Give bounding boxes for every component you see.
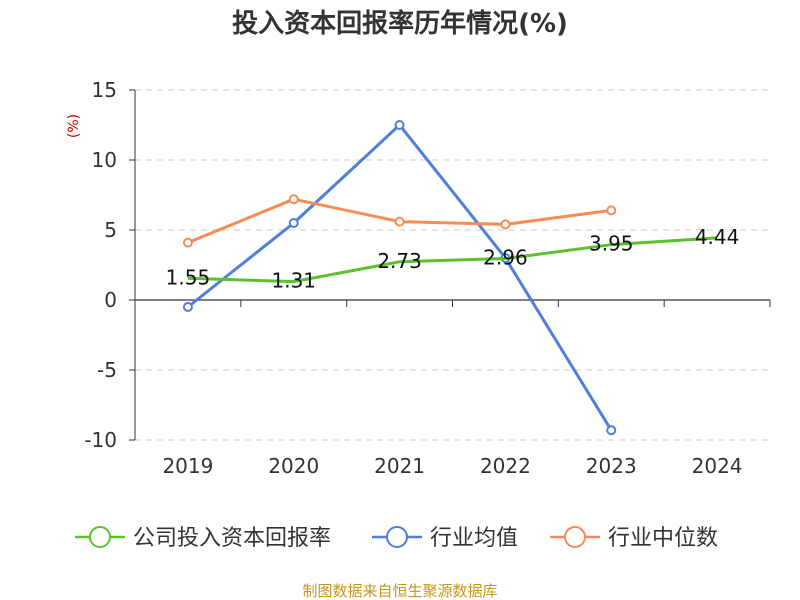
data-point bbox=[606, 425, 617, 436]
legend-marker-icon bbox=[386, 526, 408, 548]
data-point bbox=[182, 237, 193, 248]
series-line bbox=[186, 123, 613, 431]
x-tick-label: 2020 bbox=[268, 454, 319, 478]
legend-marker-icon bbox=[564, 526, 586, 548]
data-label: 3.95 bbox=[589, 232, 634, 256]
data-label: 2.73 bbox=[377, 249, 422, 273]
y-tick-label: 15 bbox=[92, 78, 117, 102]
x-tick-label: 2022 bbox=[480, 454, 531, 478]
data-point bbox=[182, 302, 193, 312]
source-note: 制图数据来自恒生聚源数据库 bbox=[302, 582, 497, 600]
data-label: 2.96 bbox=[483, 246, 528, 270]
series-lines bbox=[182, 120, 718, 436]
legend-marker-icon bbox=[89, 526, 111, 548]
y-tick-labels: -10 -5 0 5 10 15 bbox=[84, 78, 117, 452]
x-tick-label: 2023 bbox=[586, 454, 637, 478]
data-label: 1.31 bbox=[271, 269, 316, 293]
data-point bbox=[394, 216, 405, 227]
data-label: 4.44 bbox=[695, 225, 740, 249]
data-label: 1.55 bbox=[166, 265, 211, 289]
y-tick-label: 10 bbox=[92, 148, 117, 172]
x-tick-labels: 2019 2020 2021 2022 2023 2024 bbox=[162, 454, 742, 478]
legend-label: 行业均值 bbox=[430, 526, 518, 551]
axes bbox=[129, 89, 771, 441]
gridlines bbox=[135, 89, 770, 441]
y-tick-label: 0 bbox=[104, 288, 117, 312]
data-point bbox=[288, 218, 299, 228]
x-tick-label: 2019 bbox=[162, 454, 213, 478]
y-tick-label: -5 bbox=[97, 358, 117, 382]
y-axis-label: (%) bbox=[66, 114, 82, 138]
data-point bbox=[288, 194, 299, 205]
data-point bbox=[394, 120, 405, 130]
series-line bbox=[187, 236, 718, 284]
y-tick-label: -10 bbox=[84, 428, 117, 452]
data-point bbox=[606, 205, 617, 216]
data-labels: 1.55 1.31 2.73 2.96 3.95 4.44 bbox=[166, 225, 740, 293]
data-point bbox=[500, 219, 511, 230]
x-tick-label: 2021 bbox=[374, 454, 425, 478]
legend-item: 行业中位数 bbox=[550, 526, 718, 551]
legend-label: 公司投入资本回报率 bbox=[133, 526, 331, 551]
legend-item: 行业均值 bbox=[372, 526, 518, 551]
y-tick-label: 5 bbox=[104, 218, 117, 242]
legend-label: 行业中位数 bbox=[608, 526, 718, 551]
legend: 公司投入资本回报率 行业均值 行业中位数 bbox=[75, 526, 718, 551]
legend-item: 公司投入资本回报率 bbox=[75, 526, 331, 551]
chart-title: 投入资本回报率历年情况(%) bbox=[232, 8, 568, 39]
x-tick-label: 2024 bbox=[692, 454, 743, 478]
